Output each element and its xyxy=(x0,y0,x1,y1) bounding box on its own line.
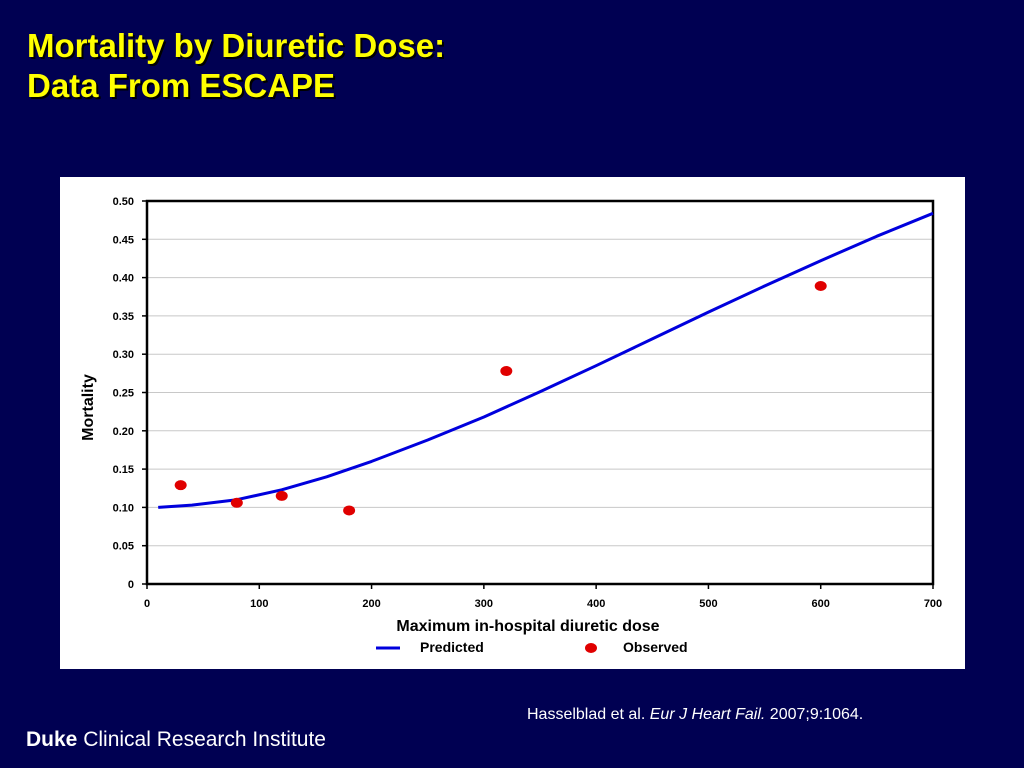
y-tick-label: 0.05 xyxy=(113,541,134,553)
y-tick-label: 0.30 xyxy=(113,349,134,361)
footer-institute: Clinical Research Institute xyxy=(83,728,326,751)
footer-brand: Duke xyxy=(26,728,78,751)
x-axis-title: Maximum in-hospital diuretic dose xyxy=(396,618,659,635)
x-tick-label: 0 xyxy=(144,598,150,610)
citation-ref: 2007;9:1064. xyxy=(769,706,864,723)
y-axis-title: Mortality xyxy=(80,374,97,441)
y-tick-label: 0.15 xyxy=(113,464,134,476)
x-tick-label: 300 xyxy=(475,598,493,610)
y-tick-label: 0.25 xyxy=(113,388,134,400)
x-tick-label: 200 xyxy=(362,598,380,610)
y-tick-label: 0.45 xyxy=(113,234,134,246)
citation: Hasselblad et al. Eur J Heart Fail. 2007… xyxy=(527,706,863,724)
title-line-2: Data From ESCAPE xyxy=(27,67,336,104)
footer-logo: Duke Clinical Research Institute xyxy=(26,728,326,752)
x-tick-label: 500 xyxy=(699,598,717,610)
legend-observed-swatch xyxy=(585,643,597,653)
y-tick-label: 0.50 xyxy=(113,196,134,208)
citation-journal: Eur J Heart Fail. xyxy=(649,706,766,723)
observed-point xyxy=(275,490,288,501)
slide-title: Mortality by Diuretic Dose: Data From ES… xyxy=(27,26,445,106)
legend-predicted-label: Predicted xyxy=(420,639,484,655)
x-tick-label: 700 xyxy=(924,598,942,610)
title-line-1: Mortality by Diuretic Dose: xyxy=(27,27,446,64)
y-tick-label: 0.20 xyxy=(113,426,134,438)
x-tick-label: 100 xyxy=(250,598,268,610)
y-tick-label: 0.40 xyxy=(113,273,134,285)
y-tick-label: 0 xyxy=(128,579,134,591)
x-tick-label: 600 xyxy=(812,598,830,610)
x-tick-label: 400 xyxy=(587,598,605,610)
predicted-line xyxy=(158,211,934,509)
observed-point xyxy=(343,505,356,516)
mortality-chart: 0 0.05 0.10 0.15 0.20 0.25 0.30 0.35 0.40 0.45 0.5… xyxy=(80,196,942,655)
observed-point xyxy=(814,281,827,292)
y-tick-label: 0.35 xyxy=(113,311,134,323)
citation-authors: Hasselblad et al. xyxy=(527,706,646,723)
observed-point xyxy=(230,497,243,508)
legend-observed-label: Observed xyxy=(623,639,688,655)
observed-point xyxy=(500,366,513,377)
observed-point xyxy=(174,480,187,491)
chart-panel: 0 0.05 0.10 0.15 0.20 0.25 0.30 0.35 0.40 0.45 0.5… xyxy=(60,177,965,669)
y-tick-label: 0.10 xyxy=(113,502,134,514)
